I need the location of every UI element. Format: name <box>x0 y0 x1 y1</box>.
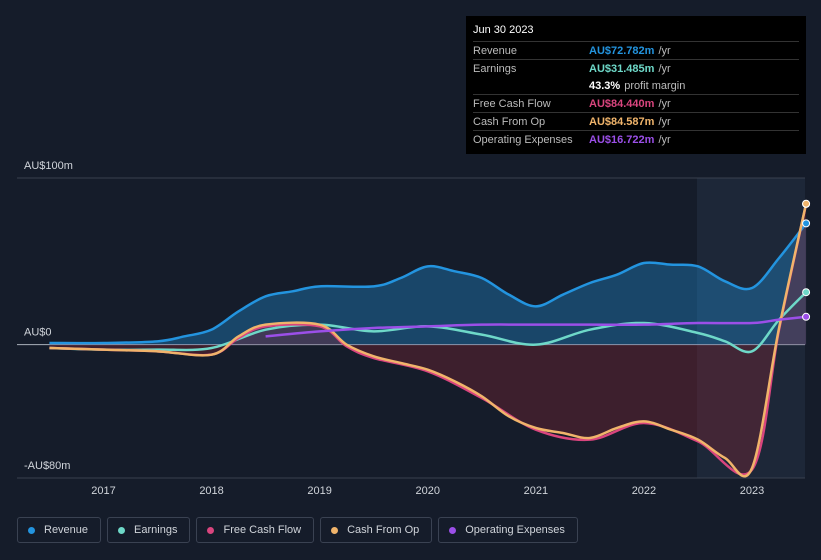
x-tick-label: 2020 <box>416 485 440 497</box>
legend: Revenue Earnings Free Cash Flow Cash From O… <box>17 517 578 543</box>
legend-item[interactable]: Revenue <box>17 517 102 543</box>
tooltip-unit: profit margin <box>624 79 686 92</box>
tooltip-label: Cash From Op <box>473 115 546 128</box>
legend-item[interactable]: Cash From Op <box>320 517 433 543</box>
legend-swatch <box>331 526 339 534</box>
tooltip-row: 43.3% profit margin <box>473 77 799 94</box>
end-dot <box>802 199 811 208</box>
tooltip-unit: /yr <box>658 62 671 75</box>
legend-label: Free Cash Flow <box>223 524 302 536</box>
legend-label: Revenue <box>44 524 89 536</box>
tooltip-row: Revenue AU$72.782m/yr <box>473 41 799 59</box>
tooltip-row: Operating Expenses AU$16.722m/yr <box>473 130 799 148</box>
tooltip-value: 43.3% <box>589 79 621 92</box>
end-dot <box>802 288 811 297</box>
legend-swatch <box>207 526 215 534</box>
series-line <box>265 315 807 338</box>
x-tick-label: 2022 <box>632 485 656 497</box>
tooltip-value: AU$31.485m <box>589 62 655 75</box>
highlight-band <box>697 178 805 478</box>
tooltip-row: Free Cash Flow AU$84.440m/yr <box>473 94 799 112</box>
legend-item[interactable]: Free Cash Flow <box>196 517 315 543</box>
tooltip-unit: /yr <box>658 97 671 110</box>
series-line <box>49 291 807 354</box>
tooltip-value: AU$84.440m <box>589 97 655 110</box>
end-dot <box>802 312 811 321</box>
tooltip-label: Revenue <box>473 44 518 57</box>
legend-swatch <box>28 526 35 534</box>
end-dots <box>802 199 811 321</box>
x-tick-label: 2019 <box>307 485 331 497</box>
series-area <box>49 223 807 345</box>
tooltip-value: AU$84.587m <box>589 115 655 128</box>
legend-swatch <box>449 526 457 534</box>
chart: AU$100m AU$0 -AU$80m 2017 2018 2019 2020 2021 20… <box>17 160 811 497</box>
x-tick-label: 2018 <box>199 485 223 497</box>
series-line <box>49 203 808 478</box>
legend-item[interactable]: Earnings <box>107 517 191 543</box>
y-tick-label: AU$0 <box>24 327 52 339</box>
legend-item[interactable]: Operating Expenses <box>438 517 578 543</box>
tooltip-label: Operating Expenses <box>473 133 573 146</box>
tooltip-unit: /yr <box>658 44 671 57</box>
x-tick-label: 2023 <box>740 485 764 497</box>
x-tick-label: 2017 <box>91 485 115 497</box>
tooltip: Jun 30 2023 Revenue AU$72.782m/yr Earnings… <box>466 16 806 154</box>
end-dot <box>802 219 811 228</box>
series-area <box>49 203 807 477</box>
tooltip-unit: /yr <box>658 115 671 128</box>
tooltip-label: Earnings <box>473 62 517 75</box>
tooltip-row: Cash From Op AU$84.587m/yr <box>473 112 799 130</box>
tooltip-value: AU$16.722m <box>589 133 655 146</box>
tooltip-label: Free Cash Flow <box>473 97 551 110</box>
tooltip-unit: /yr <box>658 133 671 146</box>
legend-label: Earnings <box>134 524 178 536</box>
lines <box>49 203 808 478</box>
y-tick-label: -AU$80m <box>24 460 70 472</box>
x-tick-label: 2021 <box>524 485 548 497</box>
y-tick-label: AU$100m <box>24 160 73 172</box>
legend-swatch <box>118 526 126 534</box>
legend-label: Operating Expenses <box>465 524 565 536</box>
tooltip-date: Jun 30 2023 <box>473 24 534 36</box>
areas <box>49 203 807 477</box>
tooltip-row: Earnings AU$31.485m/yr <box>473 59 799 77</box>
series-line <box>49 222 808 345</box>
tooltip-value: AU$72.782m <box>589 44 655 57</box>
legend-label: Cash From Op <box>347 524 420 536</box>
